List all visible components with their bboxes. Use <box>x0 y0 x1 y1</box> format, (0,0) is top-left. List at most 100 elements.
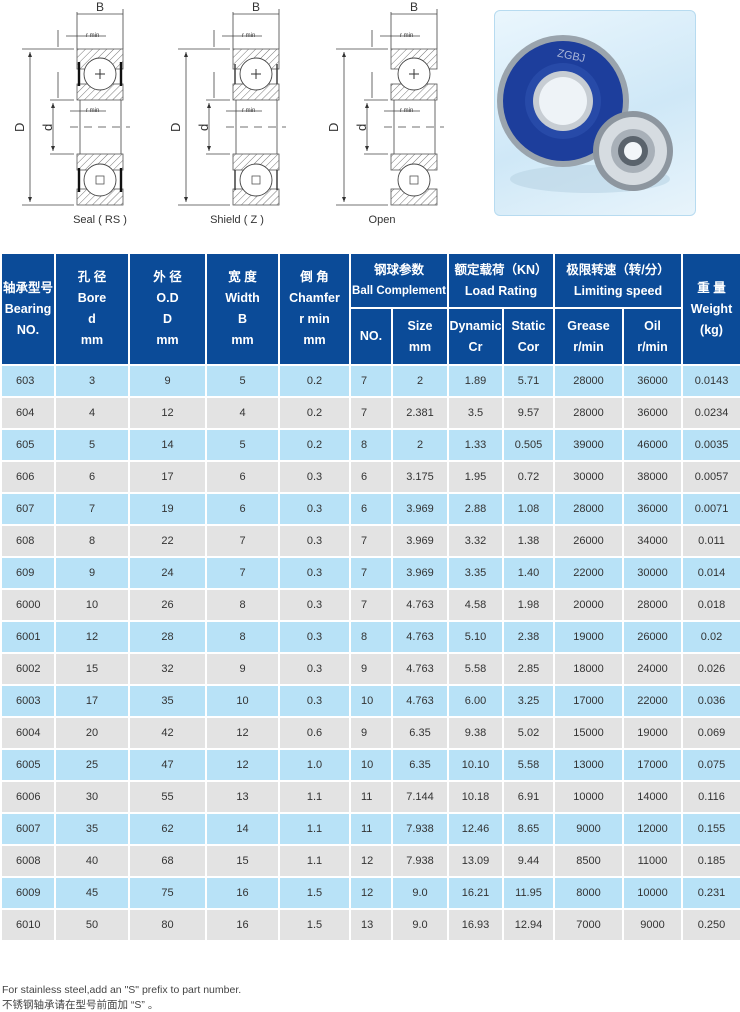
table-row: 6004 20 42 12 0.6 9 6.35 9.38 5.02 15000 19000 0.06… <box>0 716 740 750</box>
cell-grease-speed: 9000 <box>553 812 624 846</box>
cell-od: 22 <box>128 524 207 558</box>
cell-od: 17 <box>128 460 207 494</box>
cell-width: 10 <box>205 684 280 718</box>
caption-open: Open <box>368 214 396 226</box>
cell-ball-no: 8 <box>349 428 393 462</box>
cell-bearing-no: 6000 <box>0 588 56 622</box>
cell-od: 47 <box>128 748 207 782</box>
table-row: 603 3 9 5 0.2 7 2 1.89 5.71 28000 36000 0.0143 <box>0 364 740 398</box>
table-row: 6010 50 80 16 1.5 13 9.0 16.93 12.94 7000 9000 0.25… <box>0 908 740 942</box>
cell-static-cor: 0.505 <box>502 428 555 462</box>
header-load-rating: 额定载荷（KN） Load Rating <box>447 252 555 309</box>
caption-seal: Seal ( RS ) <box>73 214 127 226</box>
cell-static-cor: 5.58 <box>502 748 555 782</box>
cell-width: 15 <box>205 844 280 878</box>
cell-chamfer: 1.5 <box>278 908 351 942</box>
cell-dynamic-cr: 9.38 <box>447 716 504 750</box>
cell-static-cor: 9.57 <box>502 396 555 430</box>
cell-ball-no: 8 <box>349 620 393 654</box>
cell-ball-size: 7.938 <box>391 812 449 846</box>
cell-bearing-no: 6001 <box>0 620 56 654</box>
cell-oil-speed: 14000 <box>621 780 684 814</box>
bearing-product-photo: ZGBJ <box>494 10 696 216</box>
rmin-label: r min <box>86 108 99 114</box>
cell-grease-speed: 7000 <box>553 908 624 942</box>
table-row: 609 9 24 7 0.3 7 3.969 3.35 1.40 22000 30000 0.014 <box>0 556 740 590</box>
cell-bearing-no: 6008 <box>0 844 56 878</box>
cell-static-cor: 11.95 <box>502 876 555 910</box>
cell-ball-size: 9.0 <box>391 908 449 942</box>
table-row: 605 5 14 5 0.2 8 2 1.33 0.505 39000 46000 0.0035 <box>0 428 740 462</box>
cell-width: 6 <box>205 460 280 494</box>
cell-ball-size: 3.969 <box>391 492 449 526</box>
header-bore: 孔 径 Bore d mm <box>54 252 130 366</box>
cell-dynamic-cr: 12.46 <box>447 812 504 846</box>
header-limiting-speed: 极限转速（转/分） Limiting speed <box>552 252 684 309</box>
dim-label-b: B <box>252 0 260 14</box>
cell-weight: 0.069 <box>681 716 740 750</box>
cell-dynamic-cr: 16.21 <box>447 876 504 910</box>
cell-ball-no: 7 <box>349 524 393 558</box>
cell-ball-size: 2.381 <box>391 396 449 430</box>
cell-oil-speed: 11000 <box>621 844 684 878</box>
cell-static-cor: 1.98 <box>502 588 555 622</box>
cell-oil-speed: 12000 <box>621 812 684 846</box>
note-english: For stainless steel,add an "S" prefix to… <box>2 984 242 996</box>
table-row: 6001 12 28 8 0.3 8 4.763 5.10 2.38 19000 26000 0.02 <box>0 620 740 654</box>
dim-label-d-outer: D <box>168 123 183 132</box>
cell-chamfer: 0.3 <box>278 684 351 718</box>
cell-static-cor: 6.91 <box>502 780 555 814</box>
cell-ball-no: 11 <box>349 812 393 846</box>
cell-dynamic-cr: 1.33 <box>447 428 504 462</box>
cell-weight: 0.0234 <box>681 396 740 430</box>
table-row: 606 6 17 6 0.3 6 3.175 1.95 0.72 30000 38000 0.0057 <box>0 460 740 494</box>
cell-grease-speed: 39000 <box>553 428 624 462</box>
photo-brand-text: ZGBJ <box>556 47 586 65</box>
table-row: 6006 30 55 13 1.1 11 7.144 10.18 6.91 10000 14000 0… <box>0 780 740 814</box>
cell-chamfer: 0.3 <box>278 588 351 622</box>
cell-dynamic-cr: 1.89 <box>447 364 504 398</box>
cell-bore: 20 <box>54 716 130 750</box>
cell-dynamic-cr: 4.58 <box>447 588 504 622</box>
cell-width: 12 <box>205 748 280 782</box>
cell-weight: 0.231 <box>681 876 740 910</box>
cell-oil-speed: 38000 <box>621 460 684 494</box>
cell-dynamic-cr: 5.10 <box>447 620 504 654</box>
cell-ball-size: 4.763 <box>391 588 449 622</box>
cell-oil-speed: 24000 <box>621 652 684 686</box>
cell-width: 14 <box>205 812 280 846</box>
cell-oil-speed: 17000 <box>621 748 684 782</box>
note-chinese: 不锈钢轴承请在型号前面加 “S” 。 <box>2 999 159 1011</box>
cell-static-cor: 12.94 <box>502 908 555 942</box>
cell-bore: 17 <box>54 684 130 718</box>
cell-grease-speed: 17000 <box>553 684 624 718</box>
cell-od: 12 <box>128 396 207 430</box>
cell-od: 14 <box>128 428 207 462</box>
cell-chamfer: 1.1 <box>278 812 351 846</box>
cell-chamfer: 0.3 <box>278 620 351 654</box>
cell-bore: 4 <box>54 396 130 430</box>
cell-chamfer: 1.0 <box>278 748 351 782</box>
cell-bearing-no: 6010 <box>0 908 56 942</box>
cell-chamfer: 0.3 <box>278 460 351 494</box>
cell-oil-speed: 26000 <box>621 620 684 654</box>
cell-bore: 7 <box>54 492 130 526</box>
cell-grease-speed: 30000 <box>553 460 624 494</box>
cell-grease-speed: 22000 <box>553 556 624 590</box>
cell-chamfer: 1.1 <box>278 844 351 878</box>
rmin-label: r min <box>242 108 255 114</box>
cell-od: 24 <box>128 556 207 590</box>
cell-bore: 3 <box>54 364 130 398</box>
cell-oil-speed: 28000 <box>621 588 684 622</box>
cell-od: 26 <box>128 588 207 622</box>
cell-od: 9 <box>128 364 207 398</box>
cell-weight: 0.0071 <box>681 492 740 526</box>
cell-static-cor: 5.71 <box>502 364 555 398</box>
cell-weight: 0.02 <box>681 620 740 654</box>
dim-label-b: B <box>410 0 418 14</box>
cell-weight: 0.0057 <box>681 460 740 494</box>
cell-chamfer: 0.3 <box>278 492 351 526</box>
cell-chamfer: 0.6 <box>278 716 351 750</box>
cell-weight: 0.185 <box>681 844 740 878</box>
header-oil: Oil r/min <box>621 307 684 366</box>
